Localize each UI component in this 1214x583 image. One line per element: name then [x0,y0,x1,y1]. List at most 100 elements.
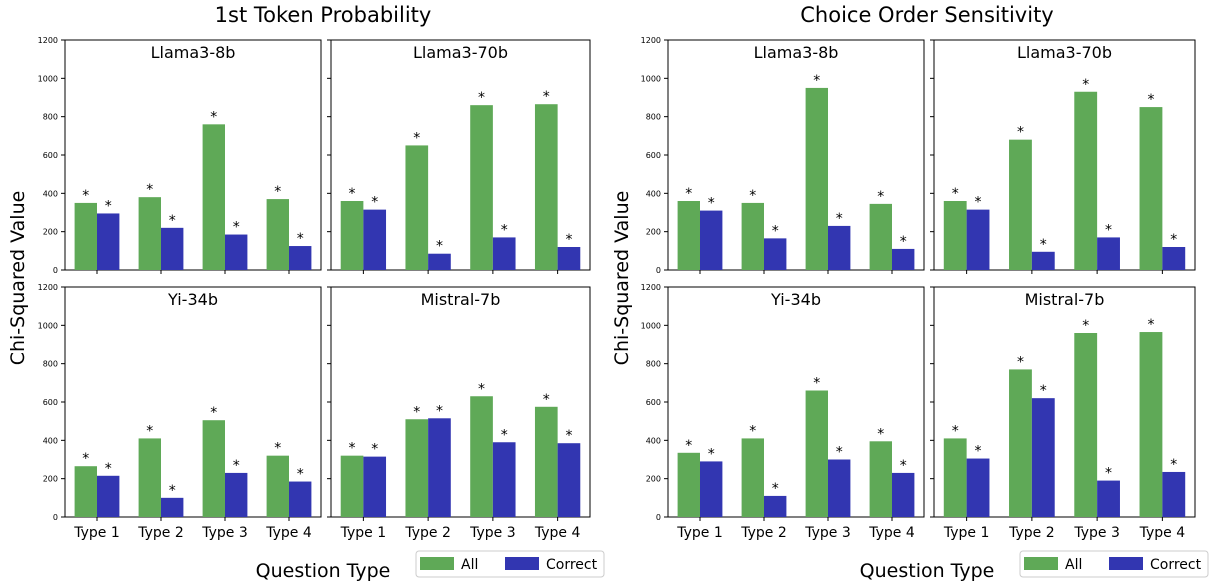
significance-marker: * [1017,354,1024,370]
bar-all [741,438,764,517]
bar-all [340,201,364,270]
significance-marker: * [749,423,756,439]
y-tick-label: 800 [43,113,58,122]
significance-marker: * [349,441,356,457]
bar-all [869,203,892,270]
significance-marker: * [813,73,820,89]
legend-swatch-all [420,557,454,570]
legend-label-correct: Correct [546,557,598,573]
significance-marker: * [436,239,443,255]
chart-panel: 0 200 400 600 800 1000 1200 * * Type 1 * * Type 2 * * T… [38,283,322,541]
panel-title: Llama3-8b [754,43,839,62]
y-tick-label: 0 [53,266,58,275]
bar-correct [892,248,915,270]
bar-all [138,438,161,517]
significance-marker: * [169,213,176,229]
chart-panel: 0 200 400 600 800 1000 1200 * * Type 1 * * Type 2 * * T… [641,283,925,541]
panel-title: Yi-34b [167,290,218,309]
bar-correct [428,418,451,517]
significance-marker: * [413,130,420,146]
chart-panel: * * Type 1 * * Type 2 * * Type 3 * * Type 4 Mistral-… [930,286,1196,541]
bar-all [1009,369,1032,517]
significance-marker: * [565,428,572,444]
x-tick-label: Type 1 [340,525,387,541]
legend-label-all: All [461,557,478,573]
bar-correct [966,209,990,270]
group-title-right: Choice Order Sensitivity [800,3,1053,27]
y-tick-label: 800 [646,113,661,122]
bar-correct [97,213,120,270]
y-tick-label: 1200 [641,283,661,292]
panel-title: Llama3-70b [413,43,508,62]
x-tick-label: Type 4 [265,525,312,541]
y-tick-label: 1000 [641,74,661,83]
chart-panel: * * * * * * * * Llama3-70b [327,39,591,274]
y-tick-label: 600 [43,398,58,407]
bar-all [1074,91,1098,270]
legend-swatch-correct [1109,557,1143,570]
legend-swatch-all [1024,557,1058,570]
significance-marker: * [233,220,240,236]
bar-correct [557,247,581,270]
bar-all [202,124,225,270]
significance-marker: * [82,451,89,467]
bar-correct [1031,398,1055,517]
significance-marker: * [685,186,692,202]
bar-correct [828,459,851,517]
significance-marker: * [1147,317,1154,333]
significance-marker: * [685,438,692,454]
y-tick-label: 0 [53,513,58,522]
significance-marker: * [952,423,959,439]
panels: 0 200 400 600 800 1000 1200 * * * * * * * * Llama3-8b * *… [38,36,1196,541]
y-tick-label: 600 [646,398,661,407]
significance-marker: * [877,189,884,205]
bar-all [1139,332,1163,517]
significance-marker: * [371,195,378,211]
chart-panel: 0 200 400 600 800 1000 1200 * * * * * * * * Llama3-8b [641,36,925,275]
significance-marker: * [501,427,508,443]
bar-all [805,390,828,517]
y-tick-label: 600 [43,151,58,160]
bar-all [202,420,225,517]
significance-marker: * [478,381,485,397]
significance-marker: * [543,89,550,105]
legend-right: All Correct [1019,550,1209,578]
legend-left: All Correct [415,550,605,578]
legend-swatch-correct [505,557,539,570]
bar-all [869,441,892,517]
bar-all [405,419,429,517]
x-tick-label: Type 1 [73,525,120,541]
y-tick-label: 400 [646,436,661,445]
panel-title: Llama3-8b [151,43,236,62]
significance-marker: * [708,446,715,462]
bar-correct [161,227,184,270]
y-tick-label: 1200 [38,283,58,292]
panel-title: Yi-34b [770,290,821,309]
significance-marker: * [772,481,779,497]
significance-marker: * [1105,466,1112,482]
panel-title: Mistral-7b [421,290,501,309]
bar-correct [225,472,248,517]
bar-all [74,202,97,270]
y-axis-label-right: Chi-Squared Value [611,191,633,366]
significance-marker: * [274,184,281,200]
significance-marker: * [836,445,843,461]
significance-marker: * [772,223,779,239]
y-tick-label: 1200 [38,36,58,45]
y-tick-label: 200 [646,228,661,237]
significance-marker: * [105,461,112,477]
significance-marker: * [1170,232,1177,248]
bar-correct [492,237,516,270]
significance-marker: * [349,186,356,202]
chart-panel: 0 200 400 600 800 1000 1200 * * * * * * * * Llama3-8b [38,36,322,275]
significance-marker: * [565,232,572,248]
bar-correct [700,210,723,270]
bar-correct [289,246,312,270]
x-tick-label: Type 3 [804,525,851,541]
bar-correct [363,209,387,270]
bar-all [534,104,558,270]
x-axis-label-left: Question Type [256,560,391,582]
bar-correct [1097,480,1120,517]
bar-correct [892,472,915,517]
